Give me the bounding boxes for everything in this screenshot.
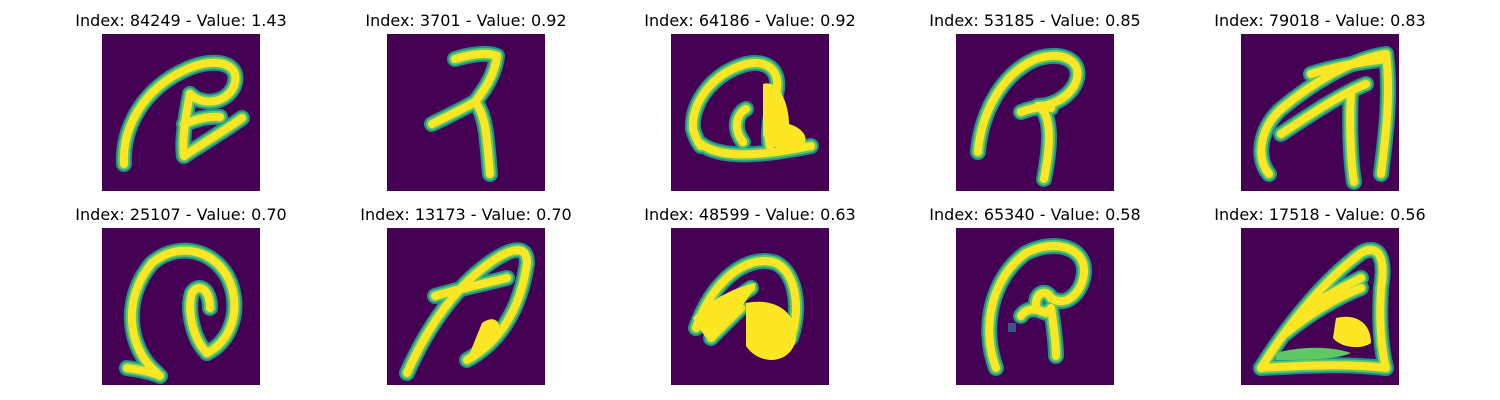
glyph-image bbox=[387, 34, 545, 191]
panel-title: Index: 65340 - Value: 0.58 bbox=[929, 205, 1141, 224]
glyph-image bbox=[1241, 228, 1399, 385]
panel-title: Index: 64186 - Value: 0.92 bbox=[644, 11, 856, 30]
glyph-image bbox=[671, 34, 829, 191]
panel-title: Index: 13173 - Value: 0.70 bbox=[360, 205, 572, 224]
panel-title: Index: 79018 - Value: 0.83 bbox=[1214, 11, 1426, 30]
glyph-image bbox=[387, 228, 545, 385]
panel-title: Index: 17518 - Value: 0.56 bbox=[1214, 205, 1426, 224]
panel-title: Index: 3701 - Value: 0.92 bbox=[365, 11, 567, 30]
panel-title: Index: 25107 - Value: 0.70 bbox=[75, 205, 287, 224]
glyph-image bbox=[102, 34, 260, 191]
glyph-image bbox=[671, 228, 829, 385]
glyph-image bbox=[1241, 34, 1399, 191]
glyph-image bbox=[956, 34, 1114, 191]
glyph-image bbox=[956, 228, 1114, 385]
panel-title: Index: 53185 - Value: 0.85 bbox=[929, 11, 1141, 30]
glyph-image bbox=[102, 228, 260, 385]
panel-title: Index: 48599 - Value: 0.63 bbox=[644, 205, 856, 224]
panel-title: Index: 84249 - Value: 1.43 bbox=[75, 11, 287, 30]
